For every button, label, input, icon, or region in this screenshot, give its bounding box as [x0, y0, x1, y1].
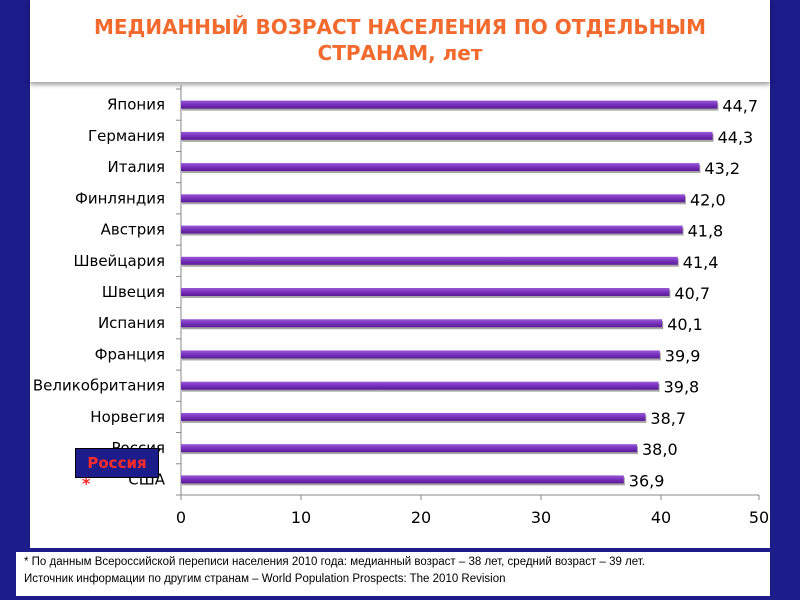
x-tick-label: 50 — [749, 508, 769, 527]
value-label: 44,7 — [722, 97, 758, 116]
footnote-bar: * По данным Всероссийской переписи насел… — [0, 548, 800, 600]
bar — [181, 256, 678, 265]
russia-footnote-star: * — [82, 474, 91, 493]
footnote-panel: * По данным Всероссийской переписи насел… — [16, 552, 770, 596]
category-label: Италия — [107, 158, 165, 176]
bar — [181, 475, 624, 484]
value-label: 43,2 — [704, 159, 740, 178]
bar — [181, 163, 700, 172]
value-label: 38,0 — [642, 440, 678, 459]
x-tick-label: 10 — [291, 508, 311, 527]
category-label: Австрия — [101, 221, 165, 239]
category-label: Норвегия — [90, 408, 165, 426]
value-label: 40,1 — [667, 315, 703, 334]
value-label: 41,8 — [688, 222, 724, 241]
category-label: Финляндия — [75, 189, 165, 207]
bar — [181, 194, 685, 203]
value-label: 38,7 — [650, 409, 686, 428]
category-label: Великобритания — [33, 377, 165, 395]
bar — [181, 350, 660, 359]
chart-title-line1: МЕДИАННЫЙ ВОЗРАСТ НАСЕЛЕНИЯ ПО ОТДЕЛЬНЫМ — [93, 15, 707, 39]
category-label: Франция — [95, 345, 165, 363]
x-tick-label: 20 — [411, 508, 431, 527]
x-tick-label: 30 — [531, 508, 551, 527]
bar — [181, 412, 646, 421]
value-label: 41,4 — [683, 253, 719, 272]
value-label: 40,7 — [674, 284, 710, 303]
bar — [181, 444, 637, 453]
left-frame-bar — [0, 0, 30, 600]
footnote-line1: * По данным Всероссийской переписи насел… — [24, 556, 645, 568]
value-label: 44,3 — [718, 128, 754, 147]
x-tick-label: 0 — [176, 508, 186, 527]
title-panel: МЕДИАННЫЙ ВОЗРАСТ НАСЕЛЕНИЯ ПО ОТДЕЛЬНЫМ… — [30, 0, 770, 82]
chart-title: МЕДИАННЫЙ ВОЗРАСТ НАСЕЛЕНИЯ ПО ОТДЕЛЬНЫМ… — [30, 14, 770, 66]
footnote-line2: Источник информации по другим странам – … — [24, 573, 506, 585]
bar — [181, 319, 663, 328]
right-frame-bar — [770, 0, 800, 600]
value-label: 39,8 — [664, 378, 700, 397]
value-label: 39,9 — [665, 346, 701, 365]
bar-chart: 0 10 20 30 40 50 Япония 44,7 Германия 44,3 Италия 4… — [33, 85, 769, 527]
value-label: 42,0 — [690, 190, 726, 209]
category-label: Германия — [88, 127, 165, 145]
category-label: Япония — [107, 96, 165, 114]
bar — [181, 100, 718, 109]
chart-area: 0 10 20 30 40 50 Япония 44,7 Германия 44,3 Италия 4… — [30, 82, 770, 548]
value-label: 36,9 — [629, 471, 665, 490]
chart-title-line2: СТРАНАМ, лет — [317, 41, 483, 65]
bar — [181, 131, 713, 140]
bar — [181, 225, 683, 234]
bar — [181, 381, 659, 390]
x-tick-label: 40 — [651, 508, 671, 527]
category-label: Швейцария — [73, 252, 165, 270]
bar — [181, 288, 670, 296]
category-label: Испания — [98, 314, 165, 332]
russia-highlight-badge: Россия — [75, 448, 159, 478]
category-label: Швеция — [102, 283, 165, 301]
